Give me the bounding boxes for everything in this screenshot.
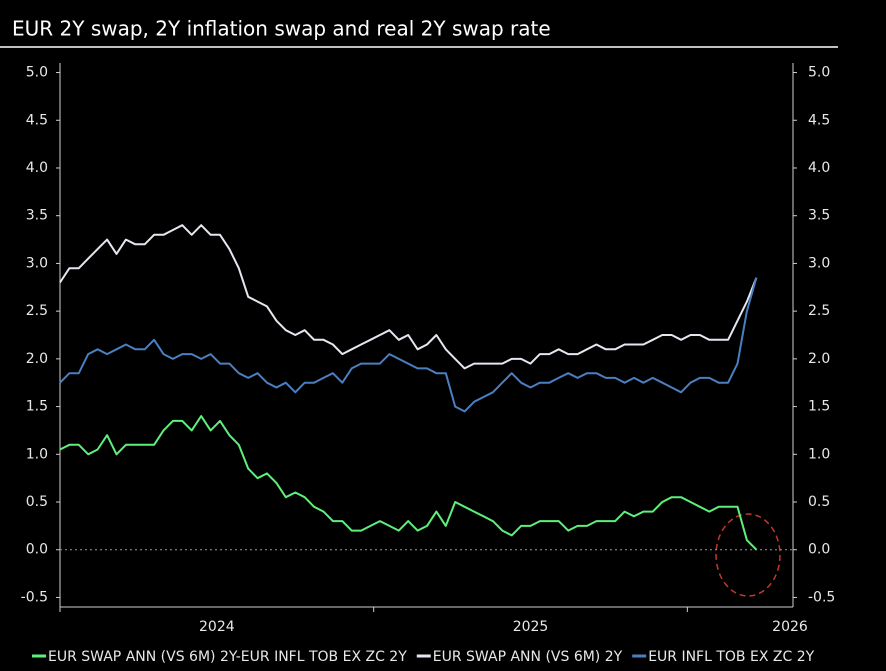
y-tick-label: 0.0	[26, 542, 48, 558]
series-line	[59, 415, 758, 551]
y-tick-label: 0.5	[26, 494, 48, 510]
legend-label: EUR SWAP ANN (VS 6M) 2Y-EUR INFL TOB EX …	[48, 649, 407, 665]
chart-title: EUR 2Y swap, 2Y inflation swap and real …	[12, 17, 551, 41]
y2-tick-label: 1.5	[808, 399, 830, 415]
highlight-circle	[715, 513, 781, 597]
y-tick-label: -0.5	[21, 589, 48, 605]
y-tick-label: 5.0	[26, 65, 48, 81]
y2-tick-label: 4.0	[808, 160, 830, 176]
series-line	[59, 277, 758, 413]
y2-tick-label: 3.5	[808, 208, 830, 224]
y2-tick-label: 3.0	[808, 255, 830, 271]
y2-tick-label: -0.5	[808, 589, 835, 605]
x-tick-label: 2025	[513, 619, 549, 635]
y2-tick-label: 0.0	[808, 542, 830, 558]
y-tick-label: 1.0	[26, 446, 48, 462]
y-tick-label: 3.0	[26, 255, 48, 271]
legend-label: EUR INFL TOB EX ZC 2Y	[648, 649, 814, 665]
y-tick-label: 4.0	[26, 160, 48, 176]
y2-tick-label: 5.0	[808, 65, 830, 81]
x-tick-label: 2024	[199, 619, 235, 635]
y-tick-label: 2.0	[26, 351, 48, 367]
y-tick-label: 4.5	[26, 112, 48, 128]
x-tick-label: 2026	[772, 619, 808, 635]
series-line	[59, 224, 758, 370]
y2-tick-label: 4.5	[808, 112, 830, 128]
y-tick-label: 3.5	[26, 208, 48, 224]
y2-tick-label: 2.0	[808, 351, 830, 367]
y2-tick-label: 1.0	[808, 446, 830, 462]
y-tick-label: 1.5	[26, 399, 48, 415]
legend-label: EUR SWAP ANN (VS 6M) 2Y	[433, 649, 623, 665]
y2-tick-label: 0.5	[808, 494, 830, 510]
y2-tick-label: 2.5	[808, 303, 830, 319]
y-tick-label: 2.5	[26, 303, 48, 319]
